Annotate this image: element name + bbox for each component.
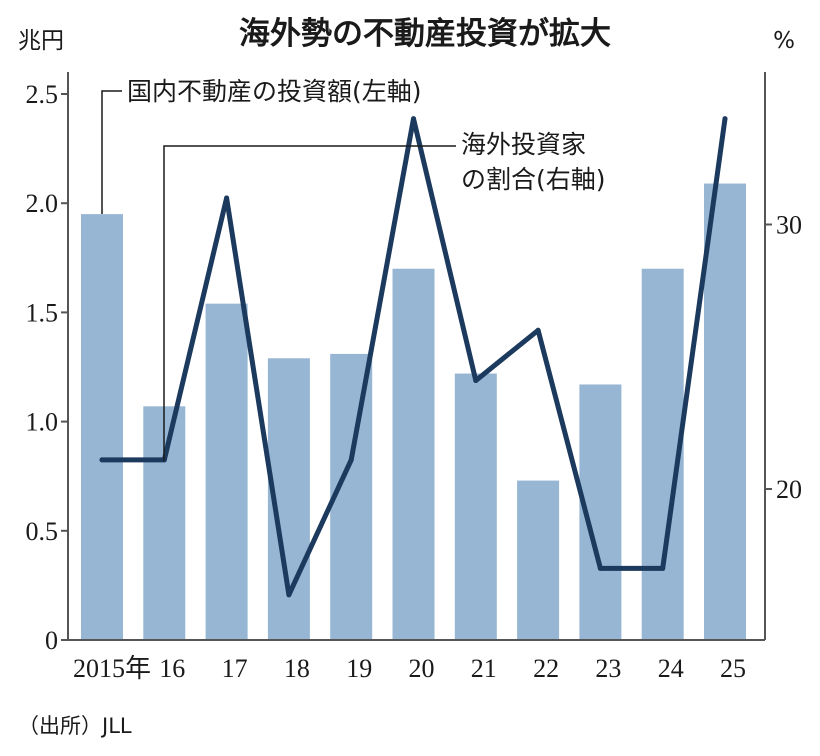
x-tick-label-23: 23 — [595, 654, 621, 683]
right-axis-unit: % — [773, 28, 795, 54]
x-tick-label-16: 16 — [159, 654, 185, 683]
right-tick-label: 30 — [776, 211, 802, 240]
line-series — [99, 116, 728, 598]
x-tick-label-24: 24 — [658, 654, 684, 683]
x-tick-label-2015年: 2015年 — [73, 654, 151, 683]
bar-17 — [205, 303, 248, 640]
bar-25 — [704, 183, 746, 640]
left-tick-label: 1.0 — [26, 408, 59, 437]
line-point-24 — [660, 565, 666, 571]
line-point-20 — [411, 116, 416, 122]
bar-19 — [330, 353, 373, 640]
line-series-annotation-line1: 海外投資家 — [461, 130, 586, 159]
axes: 0 0.5 1.0 1.5 2.0 2.5 20 30 2015年 16 17 18 19 20 21 22 2… — [26, 72, 802, 683]
source-note: （出所）JLL — [18, 714, 132, 738]
bar-2015年 — [81, 214, 123, 640]
bar-21 — [454, 373, 497, 640]
line-point-21 — [473, 378, 479, 384]
bar-22 — [517, 480, 560, 640]
line-point-23 — [597, 565, 603, 571]
left-tick-label: 1.5 — [26, 298, 59, 327]
bar-series-annotation: 国内不動産の投資額(左軸) — [127, 77, 422, 106]
x-tick-label-21: 21 — [471, 654, 497, 683]
left-axis-unit: 兆円 — [18, 28, 64, 54]
left-tick-label: 2.0 — [26, 189, 59, 218]
line-series-annotation-line2: の割合(右軸) — [461, 165, 606, 194]
line-point-19 — [348, 457, 354, 463]
line-point-25 — [722, 116, 728, 122]
bar-annotation-leader — [101, 90, 122, 214]
x-tick-label-22: 22 — [533, 654, 559, 683]
x-tick-label-20: 20 — [409, 654, 435, 683]
x-tick-label-19: 19 — [346, 654, 372, 683]
bar-series — [81, 183, 746, 640]
line-point-2015年 — [99, 457, 105, 463]
line-point-18 — [286, 592, 292, 598]
right-tick-label: 20 — [776, 475, 802, 504]
bar-20 — [392, 268, 435, 640]
line-annotation-leader — [163, 145, 456, 461]
x-tick-label-18: 18 — [284, 654, 310, 683]
x-tick-label-17: 17 — [222, 654, 248, 683]
chart-title: 海外勢の不動産投資が拡大 — [239, 16, 611, 52]
left-tick-label: 0.5 — [26, 517, 59, 546]
x-tick-label-25: 25 — [720, 654, 746, 683]
annotation-leaders — [101, 90, 456, 461]
line-point-22 — [535, 327, 541, 333]
left-tick-label: 2.5 — [26, 80, 59, 109]
line-point-17 — [224, 195, 230, 201]
left-tick-label: 0 — [45, 626, 58, 655]
